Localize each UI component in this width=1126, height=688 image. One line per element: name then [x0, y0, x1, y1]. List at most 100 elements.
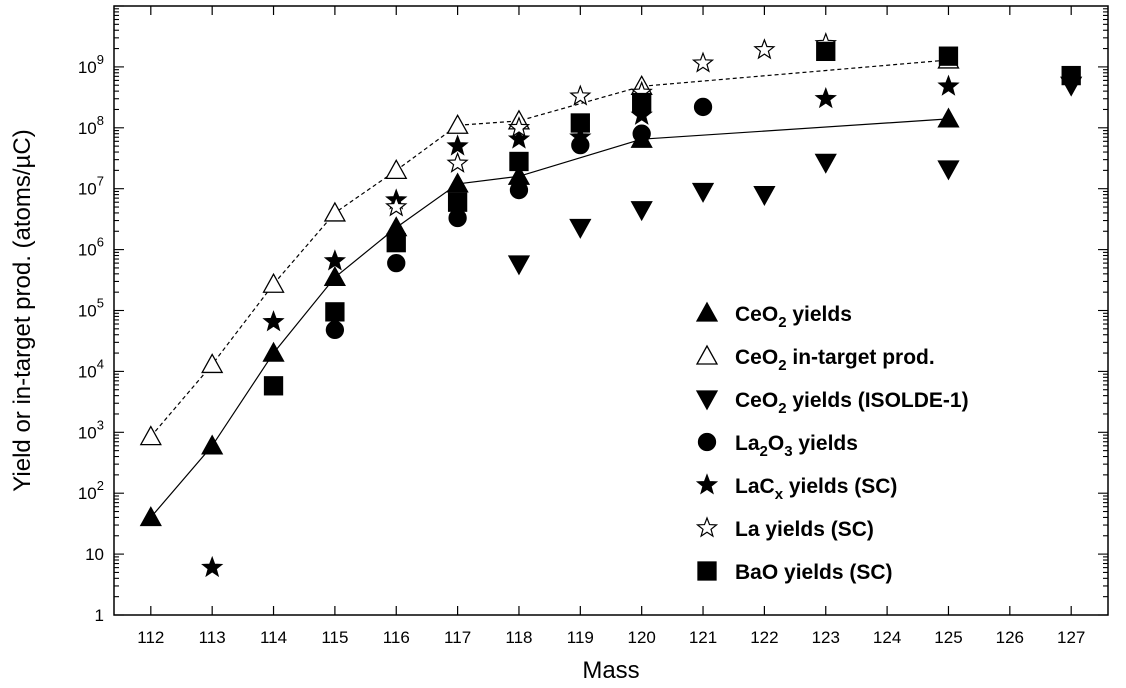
y-tick-base: 10 — [78, 241, 97, 260]
data-point-series-0 — [323, 266, 346, 287]
legend-label: CeO2 in-target prod. — [735, 346, 935, 374]
legend-item: CeO2 yields (ISOLDE-1) — [695, 389, 969, 417]
legend-label: CeO2 yields — [735, 303, 852, 331]
y-tick-exponent: 2 — [97, 478, 104, 493]
y-tick-label: 104 — [78, 356, 104, 381]
data-point-series-1 — [446, 113, 469, 134]
data-point-series-1 — [262, 272, 285, 293]
x-tick-label: 112 — [137, 628, 164, 647]
data-point-series-4 — [201, 555, 224, 578]
data-point-series-5 — [385, 195, 408, 217]
legend-text-part: La yields (SC) — [735, 518, 874, 541]
legend-marker-triangle-up-open — [695, 344, 719, 365]
data-point-series-2 — [753, 185, 776, 206]
data-point-series-3 — [632, 124, 651, 143]
data-point-series-4 — [323, 249, 347, 271]
data-point-series-4 — [569, 125, 592, 147]
x-tick-label: 127 — [1057, 628, 1085, 647]
data-point-series-0 — [937, 107, 960, 128]
data-point-series-0 — [446, 172, 469, 193]
legend-text-part: CeO — [735, 303, 778, 326]
data-point-series-3 — [325, 320, 345, 340]
y-tick-base: 1 — [95, 606, 104, 625]
y-tick-base: 10 — [78, 484, 97, 503]
data-point-series-6 — [325, 302, 345, 322]
legend-text-part: yields — [787, 303, 852, 326]
legend-item: La2O3 yields — [697, 432, 858, 460]
legend-item: La yields (SC) — [695, 516, 874, 541]
y-tick-label: 105 — [78, 296, 104, 321]
legend-label: CeO2 yields (ISOLDE-1) — [735, 389, 969, 417]
data-point-series-6 — [570, 113, 590, 133]
x-tick-label: 116 — [383, 628, 410, 647]
data-point-series-6 — [509, 151, 529, 172]
x-axis-label: Mass — [582, 657, 639, 684]
legend-marker-triangle-up-filled — [695, 301, 719, 322]
x-tick-label: 120 — [627, 628, 655, 647]
y-tick-label: 1 — [95, 606, 104, 625]
x-tick-label: 123 — [812, 628, 840, 647]
data-point-series-1 — [139, 425, 162, 446]
data-point-series-0 — [201, 434, 224, 455]
legend-item: CeO2 in-target prod. — [695, 344, 935, 374]
y-axis-label: Yield or in-target prod. (atoms/µC) — [9, 129, 36, 491]
data-point-series-4 — [507, 127, 531, 149]
y-tick-base: 10 — [78, 362, 97, 381]
legend-marker-triangle-down-filled — [695, 390, 719, 411]
legend-subscript: 2 — [778, 314, 786, 331]
y-tick-label: 107 — [78, 174, 104, 199]
legend-subscript: 2 — [778, 400, 786, 417]
legend-label: LaCx yields (SC) — [735, 475, 897, 503]
data-point-series-5 — [753, 38, 776, 60]
data-point-series-4 — [814, 86, 837, 109]
y-tick-label: 109 — [78, 52, 104, 77]
data-point-series-3 — [448, 208, 467, 228]
legend-item: CeO2 yields — [695, 301, 852, 331]
data-point-series-4 — [262, 310, 285, 332]
data-point-series-6 — [1061, 65, 1081, 86]
data-point-series-4 — [630, 103, 653, 125]
data-point-series-2 — [814, 153, 837, 174]
plot-frame — [113, 5, 1109, 616]
y-tick-exponent: 9 — [97, 52, 104, 67]
x-tick-label: 114 — [260, 628, 287, 647]
y-tick-label: 106 — [78, 235, 104, 260]
data-point-series-6 — [386, 233, 406, 253]
data-point-series-6 — [632, 92, 652, 113]
data-point-series-2 — [569, 218, 592, 239]
y-tick-exponent: 6 — [97, 235, 104, 250]
x-tick-label: 126 — [996, 628, 1024, 647]
data-point-series-6 — [447, 192, 468, 212]
y-tick-label: 103 — [78, 417, 104, 442]
data-point-series-4 — [937, 74, 960, 96]
y-tick-base: 10 — [78, 58, 97, 77]
x-tick-label: 125 — [934, 628, 962, 647]
data-point-series-5 — [507, 116, 531, 138]
legend-text-part: La — [735, 432, 760, 455]
legend-text-part: O — [768, 432, 784, 455]
y-tick-exponent: 4 — [97, 356, 104, 371]
legend-text-part: BaO yields (SC) — [735, 561, 893, 584]
data-point-series-3 — [693, 97, 713, 117]
x-tick-label: 124 — [873, 628, 901, 647]
legend-marker-star-open — [695, 516, 719, 538]
y-tick-base: 10 — [78, 423, 97, 442]
y-tick-label: 102 — [78, 478, 104, 503]
data-point-series-1 — [323, 201, 346, 222]
y-tick-label: 10 — [85, 545, 104, 564]
y-tick-base: 10 — [78, 180, 97, 199]
legend-subscript: x — [775, 486, 784, 503]
legend-label: La2O3 yields — [735, 432, 858, 460]
data-point-series-2 — [630, 201, 653, 222]
data-point-series-1 — [385, 159, 408, 180]
x-tick-label: 118 — [505, 628, 532, 647]
data-point-series-6 — [816, 41, 836, 62]
x-tick-label: 121 — [689, 628, 717, 647]
data-point-series-6 — [263, 376, 284, 396]
data-point-series-5 — [569, 84, 592, 106]
legend-text-part: in-target prod. — [787, 346, 935, 369]
x-tick-label: 119 — [567, 628, 594, 647]
legend-label: BaO yields (SC) — [735, 561, 893, 584]
y-tick-exponent: 5 — [97, 296, 104, 311]
legend-text-part: CeO — [735, 389, 778, 412]
